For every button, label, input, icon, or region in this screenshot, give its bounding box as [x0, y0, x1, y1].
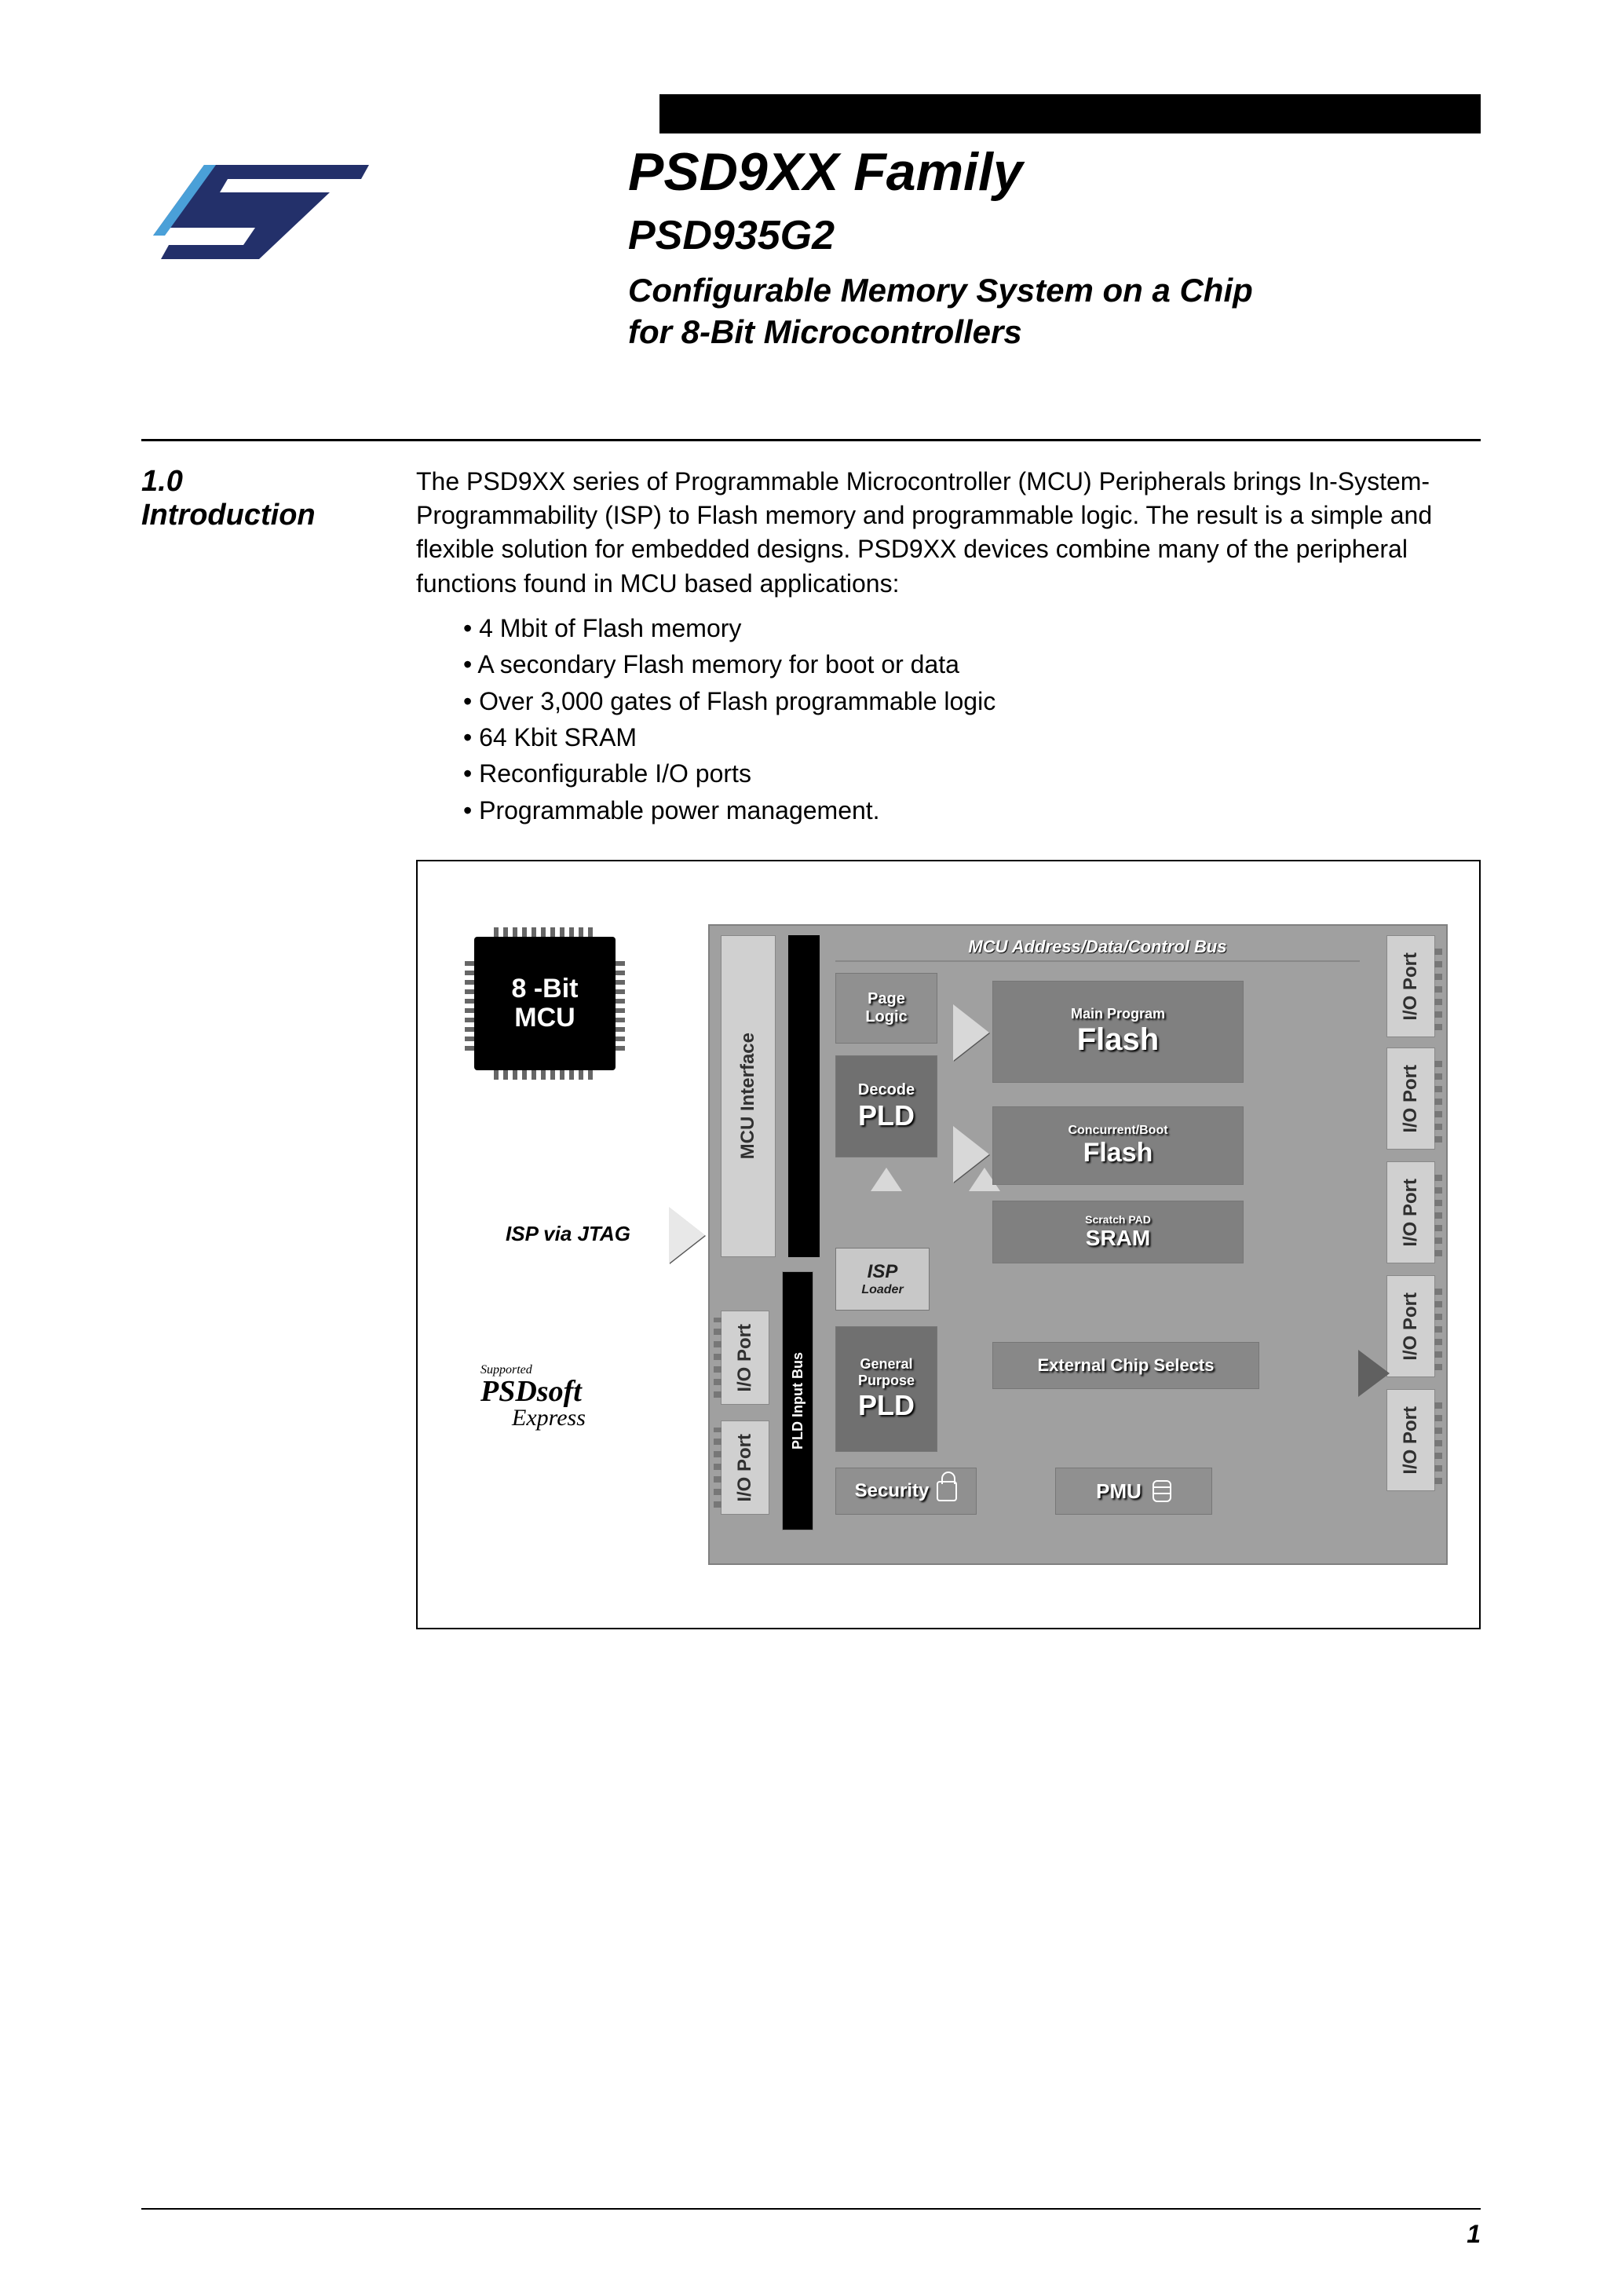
- main-flash-block: Main Program Flash: [992, 981, 1244, 1083]
- footer-rule: [141, 2208, 1481, 2210]
- psdsoft-express: Express: [512, 1406, 661, 1430]
- ext-cs-label: External Chip Selects: [1038, 1355, 1215, 1376]
- part-number: PSD935G2: [628, 212, 1481, 259]
- io-port-block: I/O Port: [1386, 1161, 1435, 1263]
- isp-jtag-label: ISP via JTAG: [504, 1219, 632, 1249]
- section-rule: [141, 439, 1481, 441]
- section-number: 1.0: [141, 465, 361, 499]
- subtitle-line-1: Configurable Memory System on a Chip: [628, 270, 1481, 312]
- page-logic-label: Page Logic: [865, 990, 907, 1026]
- gp-label-1: General: [860, 1356, 912, 1373]
- bullet-item: 4 Mbit of Flash memory: [463, 610, 1481, 646]
- io-port-block: I/O Port: [1386, 935, 1435, 1037]
- sram-label: SRAM: [1086, 1226, 1150, 1251]
- feature-bullets: 4 Mbit of Flash memory A secondary Flash…: [463, 610, 1481, 828]
- pld-label: PLD: [858, 1099, 915, 1132]
- page-number: 1: [1467, 2220, 1481, 2249]
- main-program-label: Main Program: [1071, 1006, 1165, 1022]
- io-port-label: I/O Port: [734, 1434, 756, 1502]
- boot-flash-block: Concurrent/Boot Flash: [992, 1106, 1244, 1185]
- decode-label: Decode: [858, 1081, 915, 1099]
- bullet-item: Over 3,000 gates of Flash programmable l…: [463, 683, 1481, 719]
- bus-label: MCU Address/Data/Control Bus: [835, 937, 1360, 962]
- io-port-label: I/O Port: [1400, 1065, 1422, 1133]
- chip-panel: MCU Address/Data/Control Bus MCU Interfa…: [708, 924, 1448, 1565]
- block-diagram: 8 -Bit MCU ISP via JTAG Supported PSDsof…: [416, 860, 1481, 1629]
- ext-chip-selects-block: External Chip Selects: [992, 1342, 1259, 1389]
- lock-icon: [937, 1481, 957, 1501]
- bullet-item: Reconfigurable I/O ports: [463, 755, 1481, 792]
- family-title: PSD9XX Family: [628, 141, 1481, 203]
- gp-pld-block: General Purpose PLD: [835, 1326, 937, 1452]
- content: 1.0 Introduction The PSD9XX series of Pr…: [141, 465, 1481, 1629]
- mcu-label-2: MCU: [514, 1004, 575, 1033]
- io-port-label: I/O Port: [1400, 1179, 1422, 1247]
- loader-label: Loader: [861, 1283, 903, 1297]
- section-name: Introduction: [141, 499, 361, 532]
- isp-label: ISP: [868, 1261, 898, 1283]
- security-block: Security: [835, 1468, 977, 1515]
- io-port-block: I/O Port: [1386, 1047, 1435, 1150]
- bullet-item: 64 Kbit SRAM: [463, 719, 1481, 755]
- header: PSD9XX Family PSD935G2 Configurable Memo…: [141, 141, 1481, 353]
- arrow-icon: [953, 1126, 989, 1183]
- io-port-label: I/O Port: [1400, 1292, 1422, 1361]
- security-label: Security: [855, 1480, 930, 1502]
- io-port-label: I/O Port: [734, 1324, 756, 1392]
- bullet-item: Programmable power management.: [463, 792, 1481, 828]
- psdsoft-logo: Supported PSDsoft Express: [480, 1364, 661, 1430]
- arrow-icon: [871, 1168, 902, 1191]
- mcu-chip: 8 -Bit MCU: [474, 937, 616, 1070]
- scratch-pad-label: Scratch PAD: [1085, 1213, 1151, 1226]
- mcu-label-1: 8 -Bit: [512, 974, 579, 1004]
- section-label: 1.0 Introduction: [141, 465, 361, 1629]
- mcu-interface-label: MCU Interface: [737, 1033, 759, 1159]
- flash-label: Flash: [1083, 1138, 1153, 1168]
- body-column: The PSD9XX series of Programmable Microc…: [416, 465, 1481, 1629]
- pld-input-bus-block: PLD Input Bus: [782, 1271, 813, 1530]
- arrow-icon: [669, 1207, 705, 1263]
- io-port-block: I/O Port: [721, 1420, 769, 1515]
- cylinder-icon: [1153, 1480, 1171, 1502]
- bullet-item: A secondary Flash memory for boot or dat…: [463, 646, 1481, 682]
- io-port-block: I/O Port: [1386, 1275, 1435, 1377]
- header-black-bar: [659, 94, 1481, 133]
- concurrent-boot-label: Concurrent/Boot: [1068, 1124, 1167, 1138]
- page-logic-block: Page Logic: [835, 973, 937, 1044]
- io-port-block: I/O Port: [721, 1311, 769, 1405]
- pmu-block: PMU: [1055, 1468, 1212, 1515]
- title-block: PSD9XX Family PSD935G2 Configurable Memo…: [628, 141, 1481, 353]
- mcu-interface-block: MCU Interface: [721, 935, 776, 1257]
- arrow-icon: [1358, 1350, 1390, 1397]
- subtitle-line-2: for 8-Bit Microcontrollers: [628, 312, 1481, 353]
- pld-input-bus-label: PLD Input Bus: [790, 1352, 806, 1450]
- pmu-label: PMU: [1096, 1479, 1142, 1504]
- io-port-block: I/O Port: [1386, 1389, 1435, 1491]
- io-port-label: I/O Port: [1400, 952, 1422, 1021]
- io-port-label: I/O Port: [1400, 1406, 1422, 1475]
- black-bus-bar: [788, 935, 820, 1257]
- arrow-icon: [953, 1004, 989, 1061]
- decode-pld-block: Decode PLD: [835, 1055, 937, 1157]
- st-logo: [141, 157, 377, 267]
- intro-paragraph: The PSD9XX series of Programmable Microc…: [416, 465, 1481, 601]
- pld-label: PLD: [858, 1389, 915, 1422]
- sram-block: Scratch PAD SRAM: [992, 1201, 1244, 1263]
- psdsoft-name: PSDsoft: [480, 1375, 582, 1408]
- gp-label-2: Purpose: [858, 1373, 915, 1389]
- isp-loader-block: ISP Loader: [835, 1248, 930, 1311]
- flash-label: Flash: [1077, 1022, 1159, 1058]
